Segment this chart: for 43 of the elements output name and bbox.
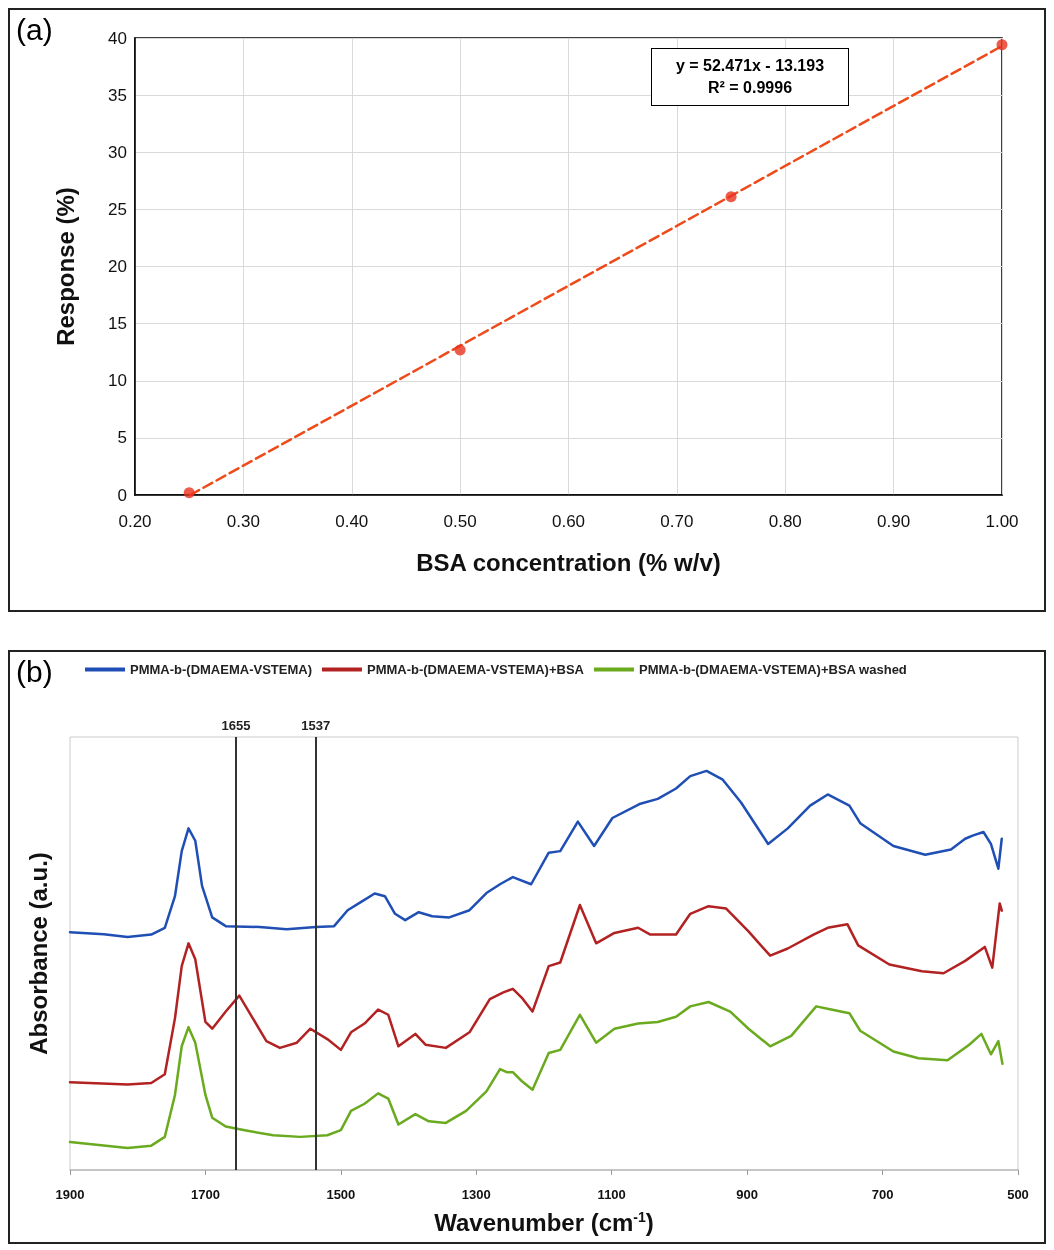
- x-tick-label: 700: [871, 1187, 894, 1202]
- text: (a): [16, 12, 53, 46]
- y-tick-label: 40: [108, 28, 127, 48]
- ref-line-label: 1655: [221, 718, 251, 733]
- point: [183, 487, 195, 499]
- y-axis-title: Absorbance (a.u.): [24, 852, 52, 1055]
- y-tick-label: 25: [108, 199, 127, 219]
- y-tick-label: 30: [108, 142, 127, 162]
- x-tick-label: 500: [1007, 1187, 1029, 1202]
- legend-label: PMMA-b-(DMAEMA-VSTEMA)+BSA: [366, 662, 585, 677]
- point: [454, 344, 466, 356]
- ref-line-label: 1537: [301, 718, 331, 733]
- point: [725, 191, 737, 203]
- annotation: y = 52.471x - 13.193: [674, 56, 826, 76]
- x-tick-label: 1700: [190, 1187, 220, 1202]
- x-tick-label: 900: [736, 1187, 758, 1202]
- y-tick-label: 10: [108, 371, 127, 391]
- legend-label: PMMA-b-(DMAEMA-VSTEMA): [130, 662, 312, 677]
- legend-label: PMMA-b-(DMAEMA-VSTEMA)+BSA washed: [638, 662, 907, 677]
- x-axis-title: BSA concentration (% w/v): [416, 548, 721, 576]
- y-tick-label: 15: [108, 314, 127, 334]
- y-tick-label: 20: [108, 257, 127, 276]
- x-tick-label: 0.20: [118, 512, 152, 531]
- x-tick-label: 0.30: [226, 512, 260, 531]
- x-tick-label: 0.60: [551, 512, 586, 531]
- x-tick-label: 1300: [461, 1187, 491, 1202]
- y-tick-label: 35: [108, 85, 127, 105]
- x-tick-label: 0.80: [768, 512, 802, 531]
- y-axis-title: Response (%): [51, 187, 79, 346]
- text-box: y = 52.471x - 13.193 R² = 0.9996: [651, 48, 849, 106]
- x-tick-label: 1100: [597, 1187, 626, 1202]
- y-tick-label: 5: [117, 428, 127, 448]
- x-tick-label: 1900: [55, 1187, 85, 1202]
- y-tick-label: 0: [117, 485, 127, 505]
- x-tick-label: 0.90: [877, 512, 911, 531]
- x-tick-label: 1.00: [985, 512, 1019, 531]
- annotation: R² = 0.9996: [706, 78, 794, 98]
- x-tick-label: 1500: [326, 1187, 356, 1202]
- x-tick-label: 0.50: [443, 512, 477, 531]
- x-tick-label: 0.40: [335, 512, 369, 531]
- x-tick-label: 0.70: [660, 512, 694, 531]
- point: [996, 39, 1008, 51]
- text: (b): [16, 654, 53, 688]
